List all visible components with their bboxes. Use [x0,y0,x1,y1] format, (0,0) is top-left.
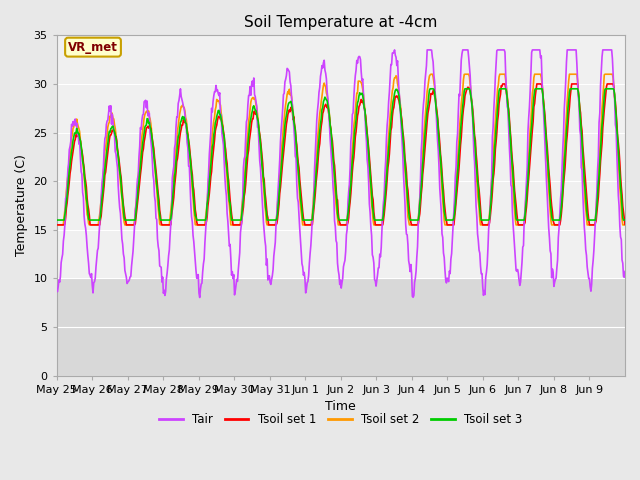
Text: VR_met: VR_met [68,41,118,54]
Tair [120,251,127,257]
Tsoil set 1 [431,96,439,102]
Tsoil set 1 [499,81,507,87]
Tair [433,124,441,130]
Line: Tsoil set 1: Tsoil set 1 [57,84,625,225]
Tair [225,230,232,236]
Tsoil set 1 [120,202,127,208]
Tair [275,184,282,190]
Tsoil set 2 [427,72,435,77]
Tsoil set 3 [120,205,127,211]
Tsoil set 3 [432,105,440,111]
Tsoil set 3 [399,141,407,146]
Tsoil set 2 [274,202,282,207]
Tair [196,295,204,300]
Tsoil set 1 [224,173,232,179]
Tsoil set 3 [53,217,61,223]
Tair [621,269,629,275]
Tair [253,103,260,109]
Tsoil set 3 [224,175,232,181]
Tsoil set 2 [224,185,232,191]
Y-axis label: Temperature (C): Temperature (C) [15,155,28,256]
Line: Tsoil set 2: Tsoil set 2 [57,74,625,225]
Tsoil set 2 [621,222,629,228]
Tair [53,287,61,293]
Tsoil set 1 [53,222,61,228]
Tair [391,47,399,53]
Tsoil set 2 [252,102,260,108]
Tsoil set 2 [120,214,127,220]
Tsoil set 2 [53,222,61,228]
Line: Tsoil set 3: Tsoil set 3 [57,89,625,220]
Tsoil set 3 [274,211,282,216]
Tsoil set 2 [432,100,440,106]
Tair [401,200,409,205]
Bar [57,278,625,375]
Tsoil set 1 [621,221,629,227]
Legend: Tair, Tsoil set 1, Tsoil set 2, Tsoil set 3: Tair, Tsoil set 1, Tsoil set 2, Tsoil se… [154,408,527,431]
Tsoil set 2 [399,144,407,149]
Tsoil set 1 [274,216,282,222]
Tsoil set 3 [252,108,260,114]
Title: Soil Temperature at -4cm: Soil Temperature at -4cm [244,15,438,30]
Tsoil set 3 [426,86,434,92]
Tsoil set 1 [252,111,260,117]
X-axis label: Time: Time [326,400,356,413]
Line: Tair: Tair [57,50,625,298]
Tsoil set 3 [621,217,629,223]
Tsoil set 1 [399,134,407,140]
